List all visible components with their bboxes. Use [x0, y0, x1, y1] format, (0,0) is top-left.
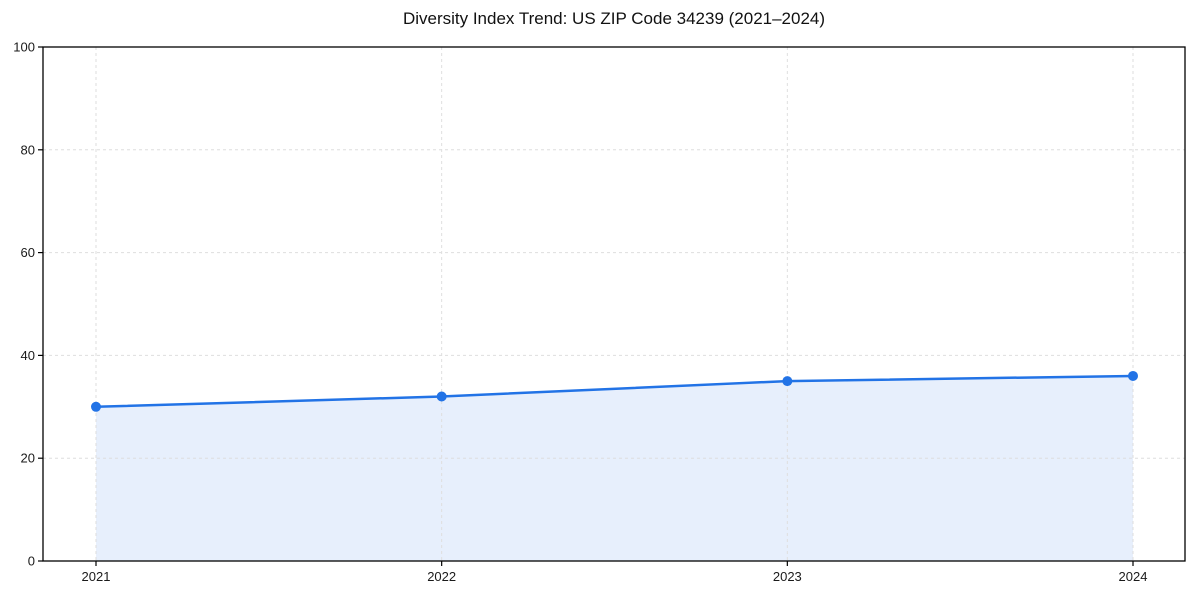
plot-border	[42, 46, 1186, 562]
y-tick-label: 0	[28, 554, 35, 569]
y-tick-label: 60	[21, 245, 35, 260]
x-tick-label: 2023	[773, 569, 802, 584]
y-tick-label: 80	[21, 142, 35, 157]
x-tick-label: 2021	[82, 569, 111, 584]
data-point-2022	[436, 391, 447, 402]
area-fill	[96, 375, 1133, 561]
data-point-2024	[1128, 370, 1138, 381]
trend-line	[94, 374, 1135, 409]
chart-title: Diversity Index Trend: US ZIP Code 34239…	[402, 9, 826, 28]
data-point-2023	[782, 376, 793, 387]
y-tick-label: 20	[21, 451, 35, 466]
y-tick-label: 40	[21, 348, 35, 363]
x-tick-label: 2024	[1119, 569, 1148, 584]
y-tick-label: 100	[13, 40, 35, 55]
x-tick-label: 2022	[427, 569, 456, 584]
data-point-2021	[91, 401, 101, 412]
